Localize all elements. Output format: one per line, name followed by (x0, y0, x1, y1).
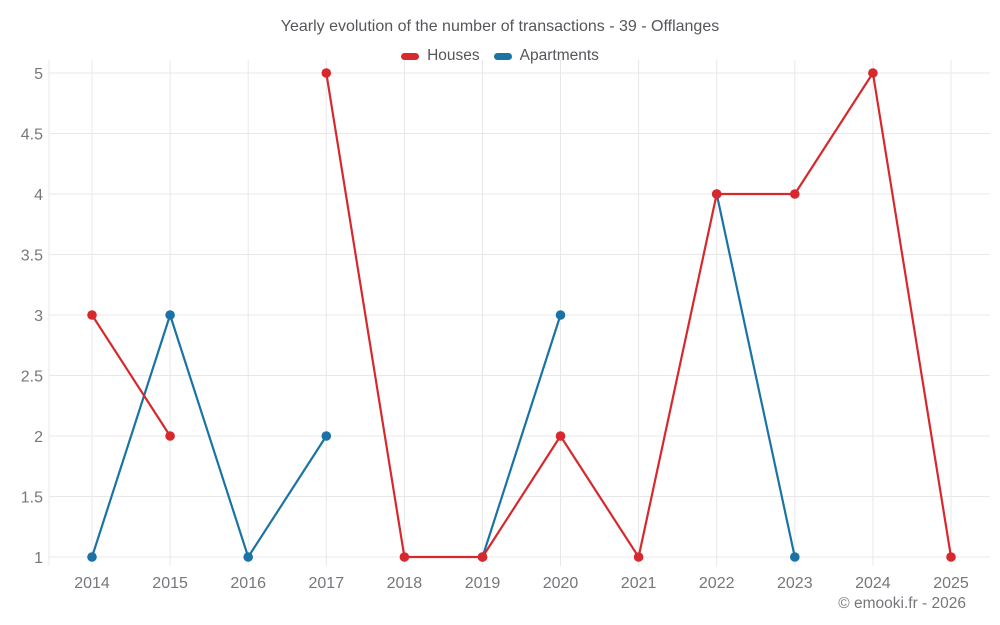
data-point-apartments[interactable] (555, 310, 566, 320)
y-tick-label: 1.5 (21, 490, 43, 507)
x-tick-label: 2023 (777, 575, 813, 592)
legend-swatch-apartments (493, 52, 512, 60)
x-tick-label: 2016 (230, 575, 266, 592)
legend: Houses Apartments (0, 47, 1000, 65)
chart-title: Yearly evolution of the number of transa… (280, 18, 720, 35)
data-point-apartments[interactable] (165, 310, 175, 320)
data-point-houses[interactable] (87, 310, 97, 320)
y-tick-label: 2.5 (21, 369, 43, 386)
x-tick-label: 2018 (387, 575, 423, 592)
data-point-houses[interactable] (868, 68, 878, 78)
x-tick-label: 2022 (699, 575, 735, 592)
data-point-houses[interactable] (399, 552, 410, 562)
data-point-houses[interactable] (165, 431, 175, 441)
y-tick-label: 5 (34, 66, 43, 83)
data-point-houses[interactable] (711, 189, 722, 199)
data-point-houses[interactable] (555, 431, 566, 441)
data-point-houses[interactable] (790, 189, 800, 199)
x-tick-label: 2024 (855, 575, 891, 592)
y-tick-label: 1 (34, 550, 43, 567)
data-point-houses[interactable] (633, 552, 644, 562)
legend-item-houses[interactable]: Houses (401, 47, 480, 65)
series-line-apartments (715, 192, 796, 559)
copyright-footer: © emooki.fr - 2026 (838, 595, 966, 612)
data-point-houses[interactable] (946, 552, 956, 562)
y-tick-label: 4 (34, 187, 43, 204)
x-tick-label: 2020 (543, 575, 579, 592)
x-tick-label: 2021 (621, 575, 657, 592)
data-point-houses[interactable] (321, 68, 332, 78)
x-tick-label: 2019 (465, 575, 501, 592)
data-point-apartments[interactable] (87, 552, 97, 562)
data-point-apartments[interactable] (243, 552, 253, 562)
y-tick-label: 2 (34, 429, 43, 446)
x-tick-label: 2014 (74, 575, 110, 592)
legend-item-apartments[interactable]: Apartments (493, 47, 599, 65)
legend-label: Apartments (519, 47, 599, 64)
x-tick-label: 2015 (152, 575, 188, 592)
y-tick-label: 3.5 (21, 248, 43, 265)
y-tick-label: 3 (34, 308, 43, 325)
x-tick-label: 2017 (309, 575, 345, 592)
series-line-houses (90, 313, 172, 438)
data-point-houses[interactable] (477, 552, 488, 562)
legend-swatch-houses (401, 52, 420, 60)
legend-label: Houses (427, 47, 480, 64)
data-point-apartments[interactable] (790, 552, 800, 562)
series-line-apartments (90, 313, 328, 559)
x-tick-label: 2025 (933, 575, 969, 592)
y-tick-label: 4.5 (21, 127, 43, 144)
data-point-apartments[interactable] (321, 431, 332, 441)
series-line-apartments (481, 313, 562, 559)
